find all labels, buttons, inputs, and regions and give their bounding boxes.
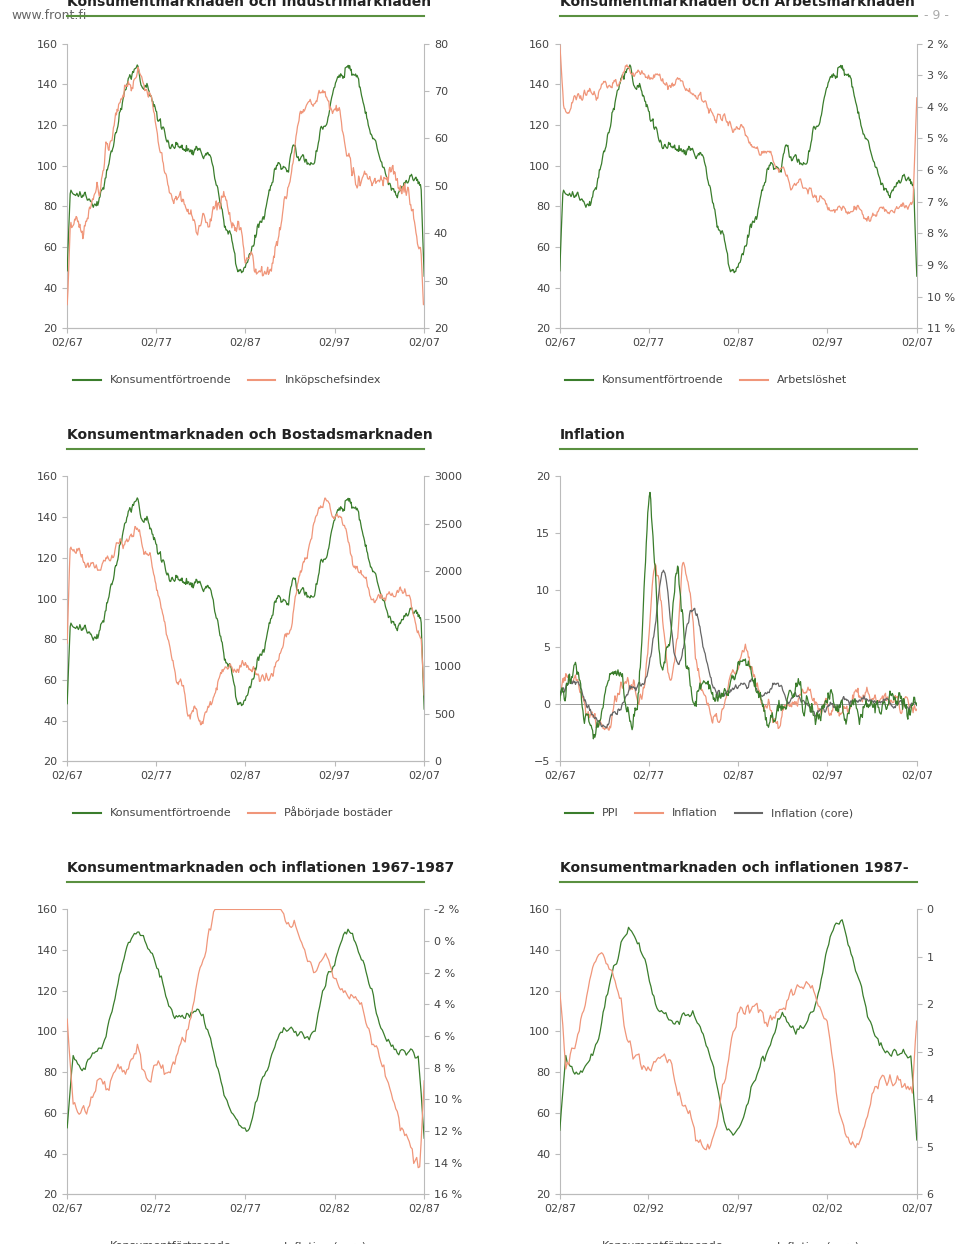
Text: www.front.fi: www.front.fi xyxy=(12,9,87,21)
Legend: Konsumentförtroende, Påbörjade bostäder: Konsumentförtroende, Påbörjade bostäder xyxy=(73,806,393,819)
Text: Konsumentmarknaden och inflationen 1987-: Konsumentmarknaden och inflationen 1987- xyxy=(560,861,908,875)
Legend: Konsumentförtroende, Arbetslöshet: Konsumentförtroende, Arbetslöshet xyxy=(565,376,848,386)
Text: Konsumentmarknaden och inflationen 1967-1987: Konsumentmarknaden och inflationen 1967-… xyxy=(67,861,454,875)
Legend: Konsumentförtroende, Inflation (core): Konsumentförtroende, Inflation (core) xyxy=(565,1242,859,1244)
Text: Konsumentmarknaden och Bostadsmarknaden: Konsumentmarknaden och Bostadsmarknaden xyxy=(67,428,433,442)
Text: Konsumentmarknaden och Arbetsmarknaden: Konsumentmarknaden och Arbetsmarknaden xyxy=(560,0,915,9)
Legend: Konsumentförtroende, Inköpschefsindex: Konsumentförtroende, Inköpschefsindex xyxy=(73,376,381,386)
Text: - 9 -: - 9 - xyxy=(924,9,948,21)
Text: Inflation: Inflation xyxy=(560,428,626,442)
Legend: PPI, Inflation, Inflation (core): PPI, Inflation, Inflation (core) xyxy=(565,809,853,819)
Text: Konsumentmarknaden och Industrimarknaden: Konsumentmarknaden och Industrimarknaden xyxy=(67,0,431,9)
Legend: Konsumentförtroende, Inflation (core): Konsumentförtroende, Inflation (core) xyxy=(73,1242,367,1244)
